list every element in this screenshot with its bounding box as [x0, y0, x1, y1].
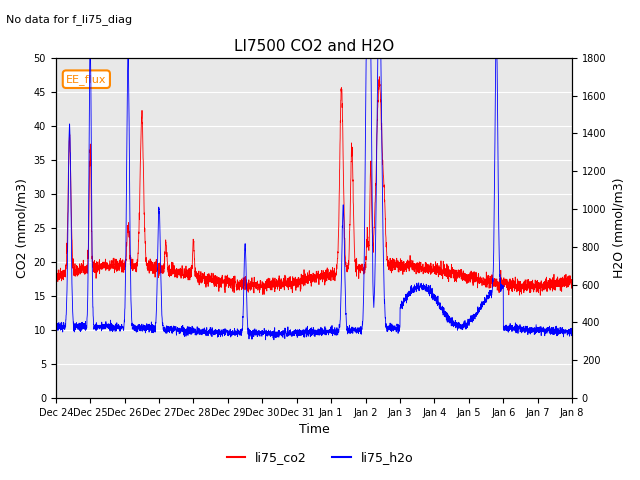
li75_h2o	[270, 337, 278, 343]
li75_h2o	[384, 327, 392, 333]
Text: EE_flux: EE_flux	[66, 74, 107, 84]
li75_co2	[118, 259, 125, 264]
li75_h2o	[282, 330, 290, 336]
li75_co2	[536, 292, 544, 298]
li75_h2o	[278, 333, 285, 338]
Text: No data for f_li75_diag: No data for f_li75_diag	[6, 14, 132, 25]
Line: li75_co2: li75_co2	[56, 77, 572, 295]
li75_h2o	[568, 327, 576, 333]
li75_co2	[376, 74, 383, 80]
li75_h2o	[323, 332, 330, 337]
li75_h2o	[118, 322, 125, 327]
li75_co2	[52, 271, 60, 277]
li75_h2o	[52, 326, 60, 332]
li75_co2	[568, 281, 576, 287]
Y-axis label: CO2 (mmol/m3): CO2 (mmol/m3)	[15, 178, 28, 278]
li75_h2o	[86, 55, 93, 61]
li75_co2	[277, 280, 285, 286]
li75_h2o	[406, 288, 414, 294]
Legend: li75_co2, li75_h2o: li75_co2, li75_h2o	[221, 446, 419, 469]
X-axis label: Time: Time	[299, 423, 330, 436]
li75_co2	[406, 261, 414, 267]
Line: li75_h2o: li75_h2o	[56, 58, 572, 340]
li75_co2	[282, 274, 289, 280]
li75_co2	[322, 267, 330, 273]
Y-axis label: H2O (mmol/m3): H2O (mmol/m3)	[612, 178, 625, 278]
Title: LI7500 CO2 and H2O: LI7500 CO2 and H2O	[234, 39, 394, 54]
li75_co2	[384, 257, 392, 263]
